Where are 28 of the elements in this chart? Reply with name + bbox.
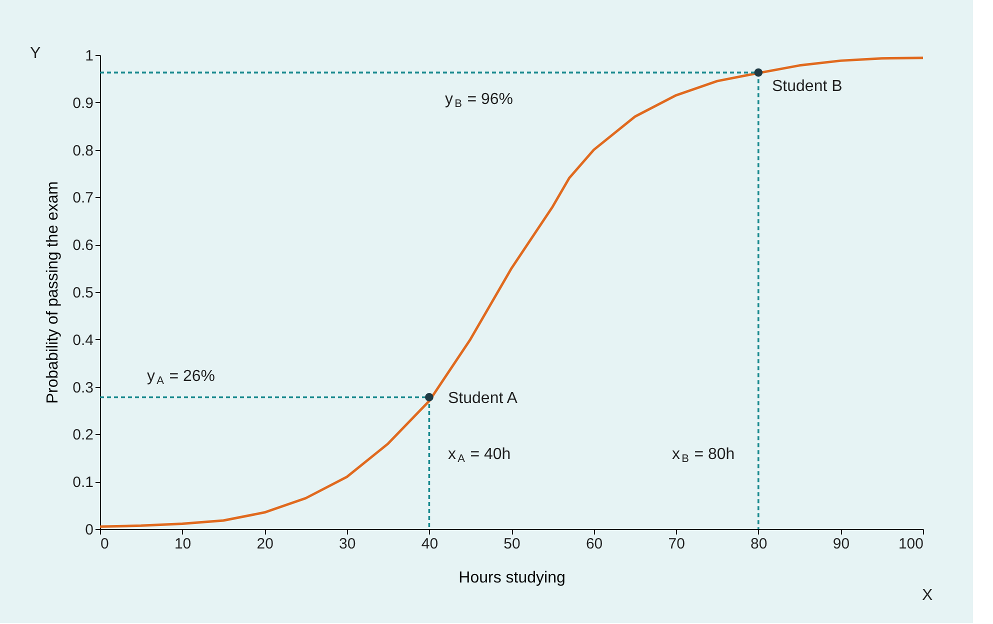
x-tick-label: 60	[586, 536, 603, 552]
y-tick-label: 0.1	[72, 474, 94, 492]
x-tick-label: 40	[421, 536, 438, 552]
x-tick-label: 50	[504, 536, 520, 552]
x-tick-label: 70	[668, 536, 685, 552]
text: X	[922, 587, 933, 604]
y-tick-label: 0.5	[72, 284, 94, 302]
y-tick-label: 0	[85, 522, 94, 538]
x-tick-label: 100	[898, 536, 924, 552]
y-tick-label: 0.3	[72, 379, 94, 396]
y-tick-label: 0.9	[72, 94, 94, 112]
x-tick-label: 10	[174, 536, 192, 552]
x-tick-label: 20	[256, 536, 274, 552]
x-tick-label: 90	[832, 536, 850, 552]
y-tick-label: 1	[85, 48, 94, 64]
annotation: Student B	[772, 78, 842, 95]
x-tick-label: 30	[339, 536, 356, 552]
y-axis-title: Probability of passing the exam	[44, 181, 62, 404]
y-tick-label: 0.6	[72, 237, 94, 254]
y-tick-label: 0.7	[72, 190, 94, 207]
y-tick-label: 0.8	[72, 142, 94, 160]
x-axis-title: Hours studying	[458, 570, 566, 586]
y-tick-label: 0.2	[72, 426, 94, 444]
y-tick-label: 0.4	[72, 332, 94, 349]
x-tick-label: 80	[750, 536, 768, 552]
annotation: Student A	[448, 390, 518, 407]
x-tick-label: 0	[100, 536, 109, 552]
text: Y	[30, 45, 41, 62]
